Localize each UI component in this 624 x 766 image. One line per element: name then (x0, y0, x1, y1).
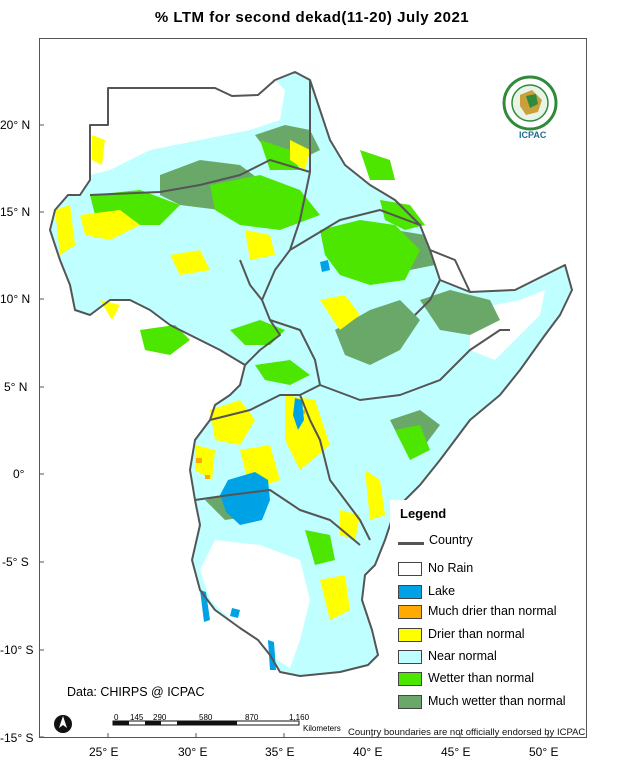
legend-swatch (398, 628, 422, 642)
scale-label: 290 (153, 713, 167, 722)
disclaimer: Country boundaries are not officially en… (348, 727, 586, 738)
x-tick-label: 35° E (265, 745, 295, 759)
legend: Legend Country No Rain Lake Much drier t… (390, 500, 585, 722)
legend-swatch (398, 650, 422, 664)
legend-label: Drier than normal (428, 627, 525, 641)
legend-label: Lake (428, 584, 456, 598)
scale-unit: Kilometers (303, 724, 341, 733)
y-tick-label: 0° (13, 467, 25, 481)
y-tick-label: 15° N (0, 205, 31, 219)
axis-ticks (39, 124, 549, 738)
landmass-near-normal (50, 72, 572, 676)
no-rain-north (90, 80, 285, 175)
scale-label: 1,160 (289, 713, 310, 722)
y-tick-label: -15° S (0, 731, 34, 745)
igad-logo (502, 75, 558, 131)
x-tick-label: 30° E (178, 745, 208, 759)
legend-label: Much drier than normal (428, 604, 557, 618)
y-tick-label: 10° N (0, 292, 31, 306)
data-credit: Data: CHIRPS @ ICPAC (67, 685, 205, 699)
y-tick-label: -5° S (2, 555, 29, 569)
lakes (200, 260, 330, 670)
x-tick-label: 40° E (353, 745, 383, 759)
country-boundaries (49, 71, 573, 677)
map-title: % LTM for second dekad(11-20) July 2021 (154, 9, 470, 26)
scale-label: 870 (245, 713, 259, 722)
legend-label: No Rain (428, 561, 474, 575)
drier-areas (55, 135, 385, 620)
y-tick-label: 20° N (0, 118, 31, 132)
legend-swatch (398, 562, 422, 576)
legend-swatch (398, 695, 422, 709)
x-tick-label: 45° E (441, 745, 471, 759)
legend-swatch (398, 605, 422, 619)
scale-label: 0 (114, 713, 119, 722)
logo-label: ICPAC (519, 130, 547, 140)
no-rain-south (200, 540, 310, 668)
legend-label: Wetter than normal (428, 671, 535, 685)
y-tick-label: 5° N (4, 380, 28, 394)
legend-swatch (398, 585, 422, 599)
scale-label: 145 (130, 713, 144, 722)
y-tick-label: -10° S (0, 643, 34, 657)
x-tick-label: 25° E (89, 745, 119, 759)
x-tick-label: 50° E (529, 745, 559, 759)
wetter-areas (90, 140, 430, 565)
legend-label: Country (429, 533, 473, 547)
legend-label: Near normal (428, 649, 497, 663)
scale-label: 580 (199, 713, 213, 722)
legend-title: Legend (400, 506, 447, 521)
country-line-swatch (398, 542, 424, 545)
legend-swatch (398, 672, 422, 686)
legend-label: Much wetter than normal (428, 694, 566, 708)
